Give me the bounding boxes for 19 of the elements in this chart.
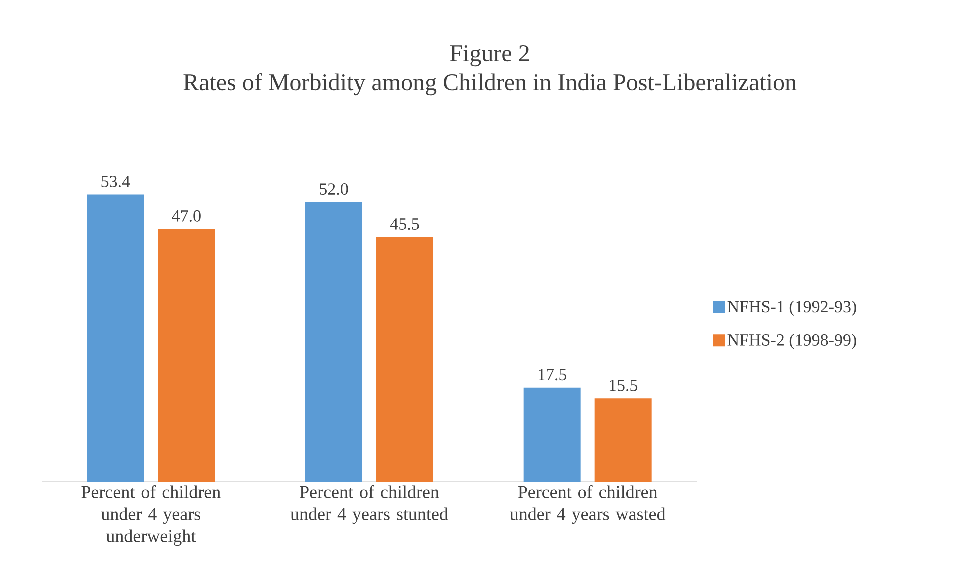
- bar: [594, 398, 652, 482]
- bar: [524, 388, 581, 482]
- x-tick-label: Percent of children under 4 years wasted: [510, 486, 666, 524]
- legend-label: NFHS-2 (1998-99): [728, 334, 856, 350]
- data-label: 15.5: [610, 380, 638, 392]
- data-label: 45.5: [390, 218, 420, 230]
- chart-title: Figure 2: [450, 46, 530, 67]
- legend-label: NFHS-1 (1992-93): [728, 300, 856, 316]
- data-label: 52.0: [320, 184, 348, 196]
- chart-subtitle: Rates of Morbidity among Children in India Post-Liberalization: [184, 74, 797, 96]
- bar: [87, 194, 144, 482]
- data-label: 17.5: [538, 369, 567, 381]
- data-label: 47.0: [172, 210, 201, 222]
- data-label: 53.4: [102, 176, 130, 188]
- bar: [376, 237, 434, 482]
- bar: [306, 202, 363, 482]
- bar: [158, 229, 216, 482]
- x-tick-label: Percent of children under 4 years stunted: [290, 486, 448, 524]
- x-tick-label: Percent of children under 4 years underweight: [82, 486, 221, 546]
